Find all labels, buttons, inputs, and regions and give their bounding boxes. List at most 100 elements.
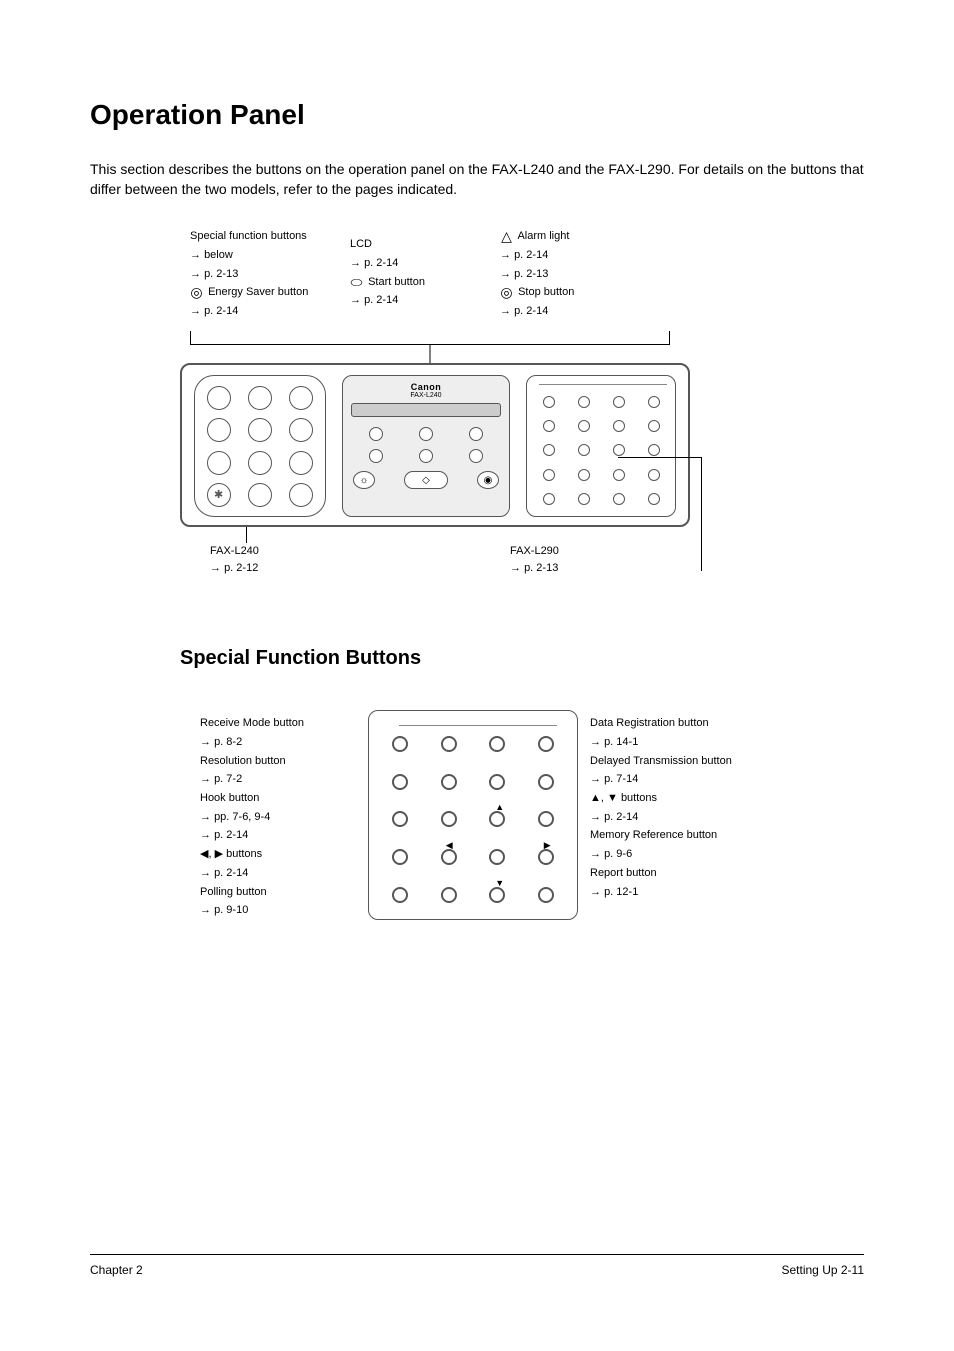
- callouts-left: Special function buttons → below → p. 2-…: [190, 227, 335, 320]
- sfb-up-button: ▲: [489, 811, 505, 827]
- sfb-btn: [441, 736, 457, 752]
- sfb-down-button: ▼: [489, 887, 505, 903]
- func-btn: [613, 396, 625, 408]
- callout: → p. 2-14: [200, 826, 360, 845]
- energy-saver-button: ☼: [353, 471, 375, 489]
- callout-fax-l290: FAX-L290 → p. 2-13: [510, 543, 690, 576]
- start-button: ◇: [404, 471, 448, 489]
- stop-icon: ◎: [500, 286, 513, 299]
- alarm-icon: △: [500, 230, 513, 243]
- sfb-btn: [392, 849, 408, 865]
- sfb-left-button: ◀: [441, 849, 457, 865]
- callout: Special function buttons: [190, 227, 335, 246]
- key-7: [207, 451, 231, 475]
- key-6: [289, 418, 313, 442]
- key-4: [207, 418, 231, 442]
- callout: LCD: [350, 235, 490, 254]
- callout: △ Alarm light: [500, 227, 660, 246]
- callout: ⬭ Start button: [350, 273, 490, 292]
- callouts-mid: LCD → p. 2-14 ⬭ Start button → p. 2-14: [350, 235, 490, 310]
- operation-panel: ✱ Canon FAX-L240: [180, 363, 690, 527]
- model-label: FAX-L240: [351, 392, 501, 399]
- callout-fax-l240: FAX-L240 → p. 2-12: [210, 543, 410, 576]
- callout: ◎ Energy Saver button: [190, 283, 335, 302]
- func-btn: [613, 444, 625, 456]
- callout: → p. 2-13: [190, 265, 335, 284]
- func-btn: [578, 469, 590, 481]
- callout: → p. 2-13: [500, 265, 660, 284]
- sfb-btn: [392, 811, 408, 827]
- callout: → below: [190, 246, 335, 265]
- center-module: Canon FAX-L240 ☼ ◇ ◉: [342, 375, 510, 517]
- key-2: [248, 386, 272, 410]
- callouts-right: △ Alarm light → p. 2-14 → p. 2-13 ◎ Stop…: [500, 227, 660, 320]
- sfb-btn: [441, 811, 457, 827]
- sfb-panel: ▲ ◀ ▶ ▼: [368, 710, 578, 920]
- page-title: Operation Panel: [90, 99, 864, 131]
- func-btn: [543, 493, 555, 505]
- sfb-btn: [441, 887, 457, 903]
- sfb-btn: [538, 736, 554, 752]
- func-btn: [613, 420, 625, 432]
- callout: Polling button: [200, 883, 360, 902]
- center-btn: [369, 449, 383, 463]
- lcd-screen: [351, 403, 501, 417]
- callout: Receive Mode button→ p. 8-2: [200, 714, 360, 751]
- callout: → p. 2-14: [500, 246, 660, 265]
- callout: Memory Reference button→ p. 9-6: [590, 826, 780, 863]
- center-btn: [419, 427, 433, 441]
- leader-line: [246, 527, 247, 543]
- callout: → p. 9-10: [200, 901, 360, 920]
- sfb-btn: [392, 887, 408, 903]
- callout: Hook button: [200, 789, 360, 808]
- callout: Data Registration button→ p. 14-1: [590, 714, 780, 751]
- sfb-right-button: ▶: [538, 849, 554, 865]
- sfb-btn: [441, 774, 457, 790]
- func-btn: [648, 420, 660, 432]
- callout: ◀, ▶ buttons: [200, 845, 360, 864]
- callout: ◎ Stop button: [500, 283, 660, 302]
- leader-line: [618, 457, 702, 458]
- func-btn: [543, 396, 555, 408]
- sfb-btn: [489, 849, 505, 865]
- sfb-callouts-right: Data Registration button→ p. 14-1 Delaye…: [590, 714, 780, 901]
- callout: → p. 2-14: [350, 291, 490, 310]
- func-btn: [648, 469, 660, 481]
- callout: Resolution button→ p. 7-2: [200, 752, 360, 789]
- key-5: [248, 418, 272, 442]
- sfb-btn: [489, 736, 505, 752]
- func-btn: [578, 396, 590, 408]
- footer-pagetitle: Setting Up 2-11: [782, 1263, 865, 1277]
- sfb-btn: [538, 887, 554, 903]
- key-8: [248, 451, 272, 475]
- numeric-keypad: ✱: [194, 375, 326, 517]
- func-btn: [578, 444, 590, 456]
- center-btn: [369, 427, 383, 441]
- func-btn: [578, 493, 590, 505]
- sfb-btn: [392, 774, 408, 790]
- callout: ▲, ▼ buttons: [590, 789, 780, 808]
- key-hash: [289, 483, 313, 507]
- key-star: ✱: [207, 483, 231, 507]
- callout: → p. 2-14: [190, 302, 335, 321]
- func-btn: [613, 493, 625, 505]
- key-9: [289, 451, 313, 475]
- energy-icon: ◎: [190, 286, 203, 299]
- sfb-btn: [538, 811, 554, 827]
- page-footer: Chapter 2 Setting Up 2-11: [90, 1254, 864, 1277]
- key-3: [289, 386, 313, 410]
- callout: → p. 2-14: [200, 864, 360, 883]
- footer-chapter: Chapter 2: [90, 1263, 143, 1277]
- sfb-heading: Special Function Buttons: [180, 647, 864, 670]
- callout: → p. 2-14: [350, 254, 490, 273]
- callout: Delayed Transmission button→ p. 7-14: [590, 752, 780, 789]
- func-btn: [543, 469, 555, 481]
- callout: → p. 2-14: [590, 808, 780, 827]
- function-panel: [526, 375, 676, 517]
- func-btn: [543, 444, 555, 456]
- sfb-btn: [392, 736, 408, 752]
- sfb-btn: [489, 774, 505, 790]
- func-btn: [578, 420, 590, 432]
- callout: → pp. 7-6, 9-4: [200, 808, 360, 827]
- start-icon: ⬭: [350, 276, 363, 289]
